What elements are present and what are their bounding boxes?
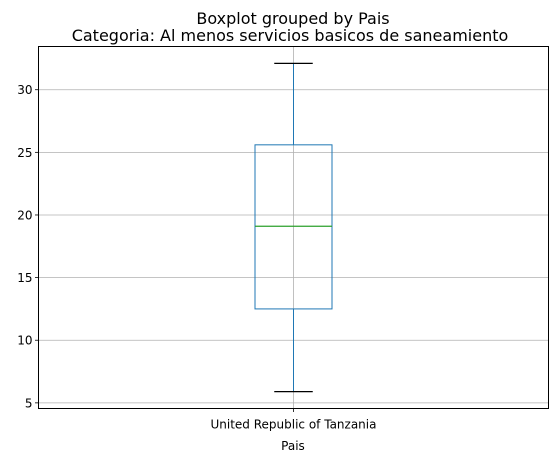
y-tick-label: 20: [17, 208, 32, 222]
y-tick-label: 5: [25, 396, 33, 410]
box-iqr: [254, 144, 333, 310]
chart-suptitle: Boxplot grouped by Pais: [196, 9, 389, 28]
x-tick-label: United Republic of Tanzania: [211, 418, 377, 432]
plot-frame: [38, 46, 549, 409]
chart-title: Categoria: Al menos servicios basicos de…: [72, 26, 509, 45]
axis-layer: 5 10 15 20 25 30 United Republic of Tanzania: [17, 83, 376, 431]
y-tick-label: 10: [17, 334, 32, 348]
y-tick-label: 15: [17, 271, 32, 285]
box-layer: [254, 62, 333, 393]
y-tick-label: 25: [17, 146, 32, 160]
x-axis-label: Pais: [281, 439, 305, 453]
y-tick-label: 30: [17, 83, 32, 97]
